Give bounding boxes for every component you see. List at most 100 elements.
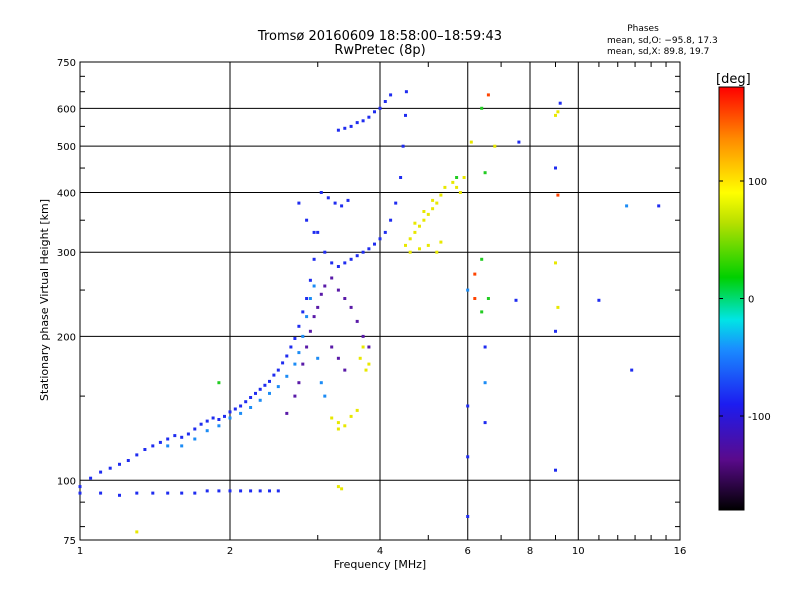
colorbar-tick-label: 100 [748,177,767,188]
data-point [554,329,557,333]
data-point [301,310,305,314]
data-point [244,400,248,404]
data-point [349,257,353,261]
data-point [483,171,487,175]
data-point [330,276,334,280]
data-point [336,421,340,425]
data-point [426,243,430,247]
data-point [483,381,487,385]
data-point [556,110,560,114]
data-point [473,297,477,300]
data-point [330,261,334,265]
data-point [336,356,340,360]
axis-ticks: 1 2 4 6 8 10 16 75 100 200 300 400 500 600 750 [57,58,686,557]
data-point [285,354,289,358]
data-point [228,416,232,420]
data-point [166,491,170,495]
data-point [480,310,484,314]
data-point [151,491,155,495]
data-point [118,493,121,497]
data-point [418,247,421,251]
data-point [249,396,253,399]
y-tick-label: 300 [57,248,76,259]
y-tick-label: 200 [57,332,76,343]
x-tick-label: 4 [377,546,383,557]
data-point [413,230,417,234]
data-point [389,218,393,222]
data-point [383,230,387,234]
data-point [451,180,455,184]
colorbar-tick-label: -100 [748,412,771,423]
data-point [258,489,262,493]
data-point [554,261,557,265]
x-tick-label: 1 [77,546,83,557]
data-point [108,466,112,470]
data-point [217,381,221,385]
data-point [151,444,155,448]
data-point [517,140,521,144]
data-point [193,491,197,495]
data-point [217,418,221,421]
data-point [399,176,403,179]
data-point [249,489,253,493]
data-point [336,485,340,489]
data-point [343,424,347,428]
data-point [343,297,347,300]
data-point [323,284,327,288]
data-point [228,489,232,493]
data-point [233,407,237,411]
y-tick-label: 100 [57,476,76,487]
data-point [483,421,487,425]
data-point [355,408,359,412]
data-point [193,427,197,431]
y-axis-label: Stationary phase Virtual Height [km] [38,199,51,401]
data-point [558,101,562,105]
data-point [268,379,271,383]
data-point [355,319,359,323]
data-point [367,362,371,366]
chart-subtitle: RwPretec (8p) [334,43,425,58]
data-point [493,144,497,148]
data-point [272,373,276,377]
data-point [308,297,312,300]
data-point [361,250,365,254]
data-point [297,324,301,328]
data-point [285,374,289,378]
data-point [239,489,243,493]
data-point [404,113,407,117]
data-point [312,257,316,261]
data-point [143,448,147,451]
data-point [443,185,447,189]
data-point [466,404,470,408]
data-point [173,434,177,438]
data-point [336,288,340,292]
data-point [435,201,439,205]
data-point [330,416,334,420]
data-point [217,424,221,428]
data-point [166,437,170,441]
data-point [211,416,215,420]
data-point [480,257,484,261]
data-point [480,106,484,110]
data-point [343,261,347,265]
colorbar-tick-label: 0 [748,295,754,306]
data-point [99,491,103,495]
data-point [367,247,371,251]
data-point [293,337,297,340]
data-point [408,250,412,254]
data-point [99,470,103,474]
data-point [401,144,405,148]
data-point [466,288,470,292]
stats-heading: Phases [627,24,659,34]
data-point [305,315,309,319]
x-tick-label: 10 [572,546,585,557]
data-point [473,272,477,276]
data-point [455,185,459,189]
data-point [408,237,412,241]
data-point [435,250,439,254]
data-point [343,126,347,130]
data-point [597,298,601,302]
data-point [316,356,320,360]
data-point [418,224,421,228]
data-point [556,193,560,197]
